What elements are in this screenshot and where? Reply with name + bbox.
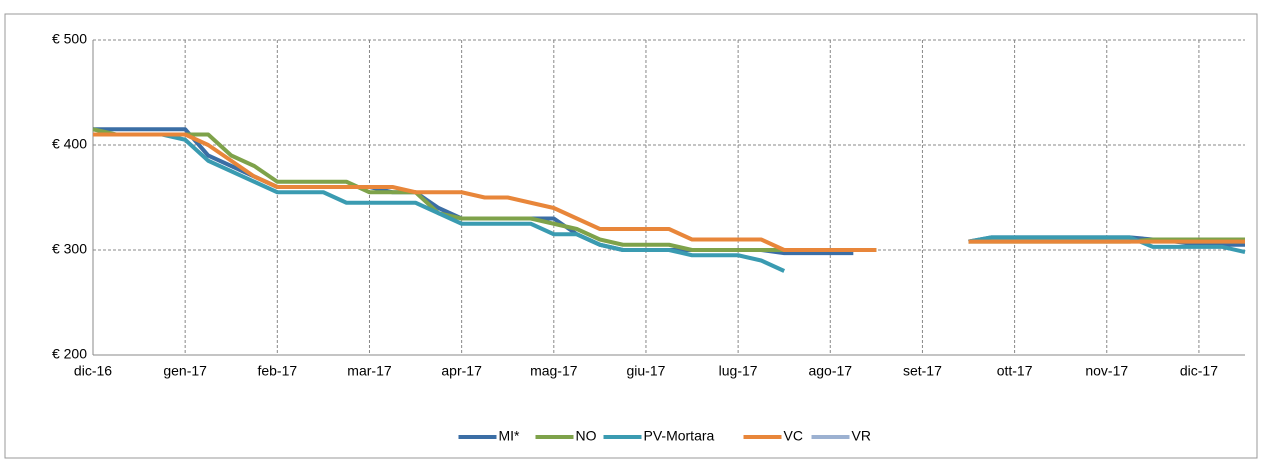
x-tick-label: nov-17 (1085, 363, 1128, 379)
x-tick-label: mar-17 (347, 363, 392, 379)
x-tick-label: dic-17 (1180, 363, 1218, 379)
x-tick-label: lug-17 (719, 363, 758, 379)
legend-label: MI* (499, 428, 521, 444)
x-tick-label: set-17 (903, 363, 942, 379)
x-tick-label: feb-17 (257, 363, 297, 379)
legend-label: VC (784, 428, 803, 444)
legend-label: PV-Mortara (644, 428, 715, 444)
x-tick-label: dic-16 (74, 363, 112, 379)
y-tick-label: € 400 (52, 136, 87, 152)
legend-label: NO (576, 428, 597, 444)
y-tick-label: € 200 (52, 346, 87, 362)
series-line (93, 132, 1245, 252)
x-tick-label: ott-17 (997, 363, 1033, 379)
x-tick-label: gen-17 (163, 363, 207, 379)
series-line (93, 132, 1246, 273)
legend-label: VR (852, 428, 871, 444)
x-tick-label: apr-17 (441, 363, 482, 379)
x-tick-label: giu-17 (626, 363, 665, 379)
y-tick-label: € 500 (52, 31, 87, 47)
x-tick-label: mag-17 (530, 363, 578, 379)
y-tick-label: € 300 (52, 241, 87, 257)
x-tick-label: ago-17 (808, 363, 852, 379)
